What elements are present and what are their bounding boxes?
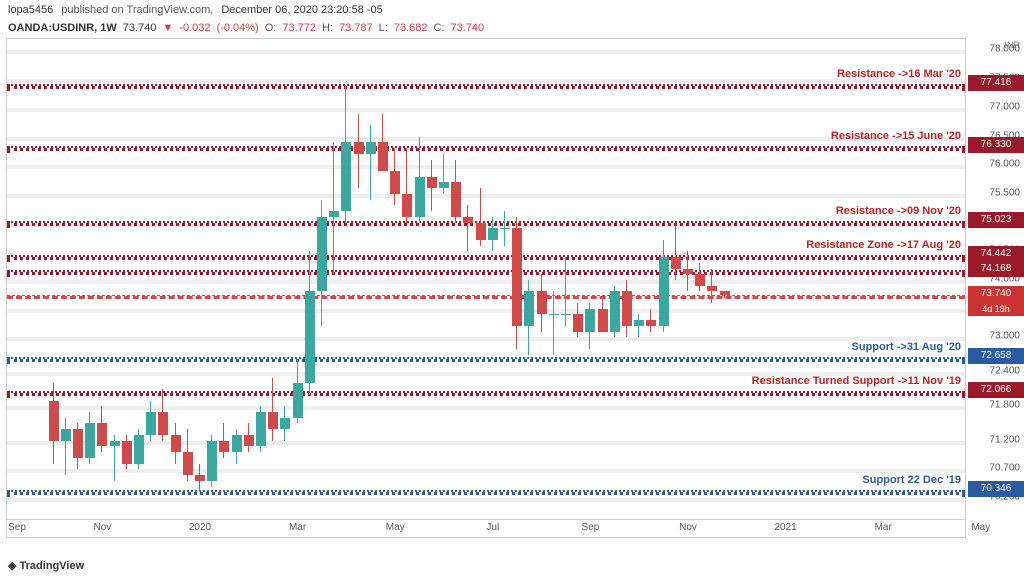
ytick-label: 71.800	[989, 400, 1020, 411]
ytick-label: 71.200	[989, 434, 1020, 445]
price-flag: 74.442	[968, 246, 1024, 262]
level-label: Support ->31 Aug '20	[852, 341, 961, 353]
xtick-label: Mar	[875, 522, 892, 533]
c-label: C:	[434, 22, 445, 34]
o-val: 73.772	[282, 22, 316, 34]
change-pct: (-0.04%)	[217, 22, 259, 34]
level-label: Resistance ->09 Nov '20	[836, 205, 961, 217]
plot: Resistance ->16 Mar '20 Resistance ->15 J…	[7, 39, 965, 519]
price-flag: 72.066	[968, 382, 1024, 398]
xtick-label: Nov	[93, 522, 111, 533]
xtick-label: Sep	[581, 522, 599, 533]
l-label: L:	[379, 22, 388, 34]
current-price-flag: 73.740	[968, 286, 1024, 302]
h-val: 73.787	[339, 22, 373, 34]
x-axis: SepNov2020MarMayJulSepNov2021MarMayJul	[7, 519, 965, 537]
ytick-label: 72.400	[989, 365, 1020, 376]
change: -0.032	[179, 22, 210, 34]
xtick-label: 2021	[774, 522, 796, 533]
xtick-label: Jul	[486, 522, 499, 533]
xtick-label: Nov	[679, 522, 697, 533]
xtick-label: Mar	[289, 522, 306, 533]
price-flag: 75.023	[968, 212, 1024, 228]
level-label: Resistance ->16 Mar '20	[837, 68, 961, 80]
ytick-label: 70.700	[989, 463, 1020, 474]
published-text: published on TradingView.com,	[61, 4, 213, 16]
l-val: 73.682	[394, 22, 428, 34]
price-flag: 70.346	[968, 481, 1024, 497]
y-axis: INR 70.20070.70071.20071.80072.40073.000…	[966, 38, 1024, 538]
xtick-label: 2020	[189, 522, 211, 533]
symbol: OANDA:USDINR, 1W	[8, 22, 117, 34]
price-flag: 72.658	[968, 348, 1024, 364]
publisher: lopa5456	[8, 4, 53, 16]
tradingview-icon: ◈	[8, 560, 16, 572]
price-flag: 74.168	[968, 261, 1024, 277]
ytick-label: 77.000	[989, 101, 1020, 112]
ytick-label: 73.000	[989, 331, 1020, 342]
watermark: ◈ TradingView	[8, 559, 84, 572]
chart-area[interactable]: Resistance ->16 Mar '20 Resistance ->15 J…	[6, 38, 966, 538]
c-val: 73.740	[451, 22, 485, 34]
ytick-label: 76.000	[989, 159, 1020, 170]
header: lopa5456 published on TradingView.com, D…	[0, 0, 1024, 20]
last-price: 73.740	[123, 22, 157, 34]
level-label: Resistance Zone ->17 Aug '20	[806, 239, 961, 251]
info-bar: OANDA:USDINR, 1W 73.740 ▼ -0.032 (-0.04%…	[0, 20, 1024, 36]
level-label: Resistance Turned Support ->11 Nov '19	[752, 375, 961, 387]
level-label: Support 22 Dec '19	[862, 474, 961, 486]
ytick-label: 75.500	[989, 187, 1020, 198]
h-label: H:	[322, 22, 333, 34]
price-flag: 77.416	[968, 75, 1024, 91]
ytick-label: 78.000	[989, 44, 1020, 55]
countdown: 4d 18h	[968, 302, 1024, 316]
change-arrow: ▼	[162, 22, 173, 34]
timestamp: December 06, 2020 23:20:58 -05	[221, 4, 382, 16]
xtick-label: May	[386, 522, 405, 533]
price-flag: 76.330	[968, 137, 1024, 153]
o-label: O:	[265, 22, 277, 34]
xtick-label: Sep	[8, 522, 26, 533]
level-label: Resistance ->15 June '20	[831, 130, 961, 142]
